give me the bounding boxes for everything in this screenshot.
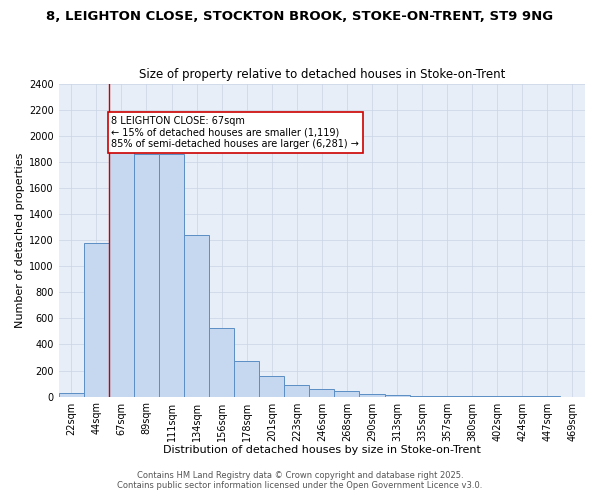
Bar: [184, 235, 209, 396]
Bar: [259, 376, 284, 396]
Bar: [109, 136, 134, 396]
Bar: [134, 154, 159, 396]
Bar: [84, 244, 109, 396]
Title: Size of property relative to detached houses in Stoke-on-Trent: Size of property relative to detached ho…: [139, 68, 505, 81]
Y-axis label: Number of detached properties: Number of detached properties: [15, 152, 25, 328]
Bar: [359, 394, 385, 396]
Bar: [310, 390, 334, 396]
Bar: [159, 154, 184, 396]
Bar: [209, 328, 234, 396]
Bar: [234, 360, 259, 396]
X-axis label: Distribution of detached houses by size in Stoke-on-Trent: Distribution of detached houses by size …: [163, 445, 481, 455]
Text: Contains HM Land Registry data © Crown copyright and database right 2025.
Contai: Contains HM Land Registry data © Crown c…: [118, 470, 482, 490]
Text: 8 LEIGHTON CLOSE: 67sqm
← 15% of detached houses are smaller (1,119)
85% of semi: 8 LEIGHTON CLOSE: 67sqm ← 15% of detache…: [112, 116, 359, 150]
Bar: [59, 394, 84, 396]
Bar: [334, 390, 359, 396]
Bar: [284, 385, 310, 396]
Text: 8, LEIGHTON CLOSE, STOCKTON BROOK, STOKE-ON-TRENT, ST9 9NG: 8, LEIGHTON CLOSE, STOCKTON BROOK, STOKE…: [46, 10, 554, 23]
